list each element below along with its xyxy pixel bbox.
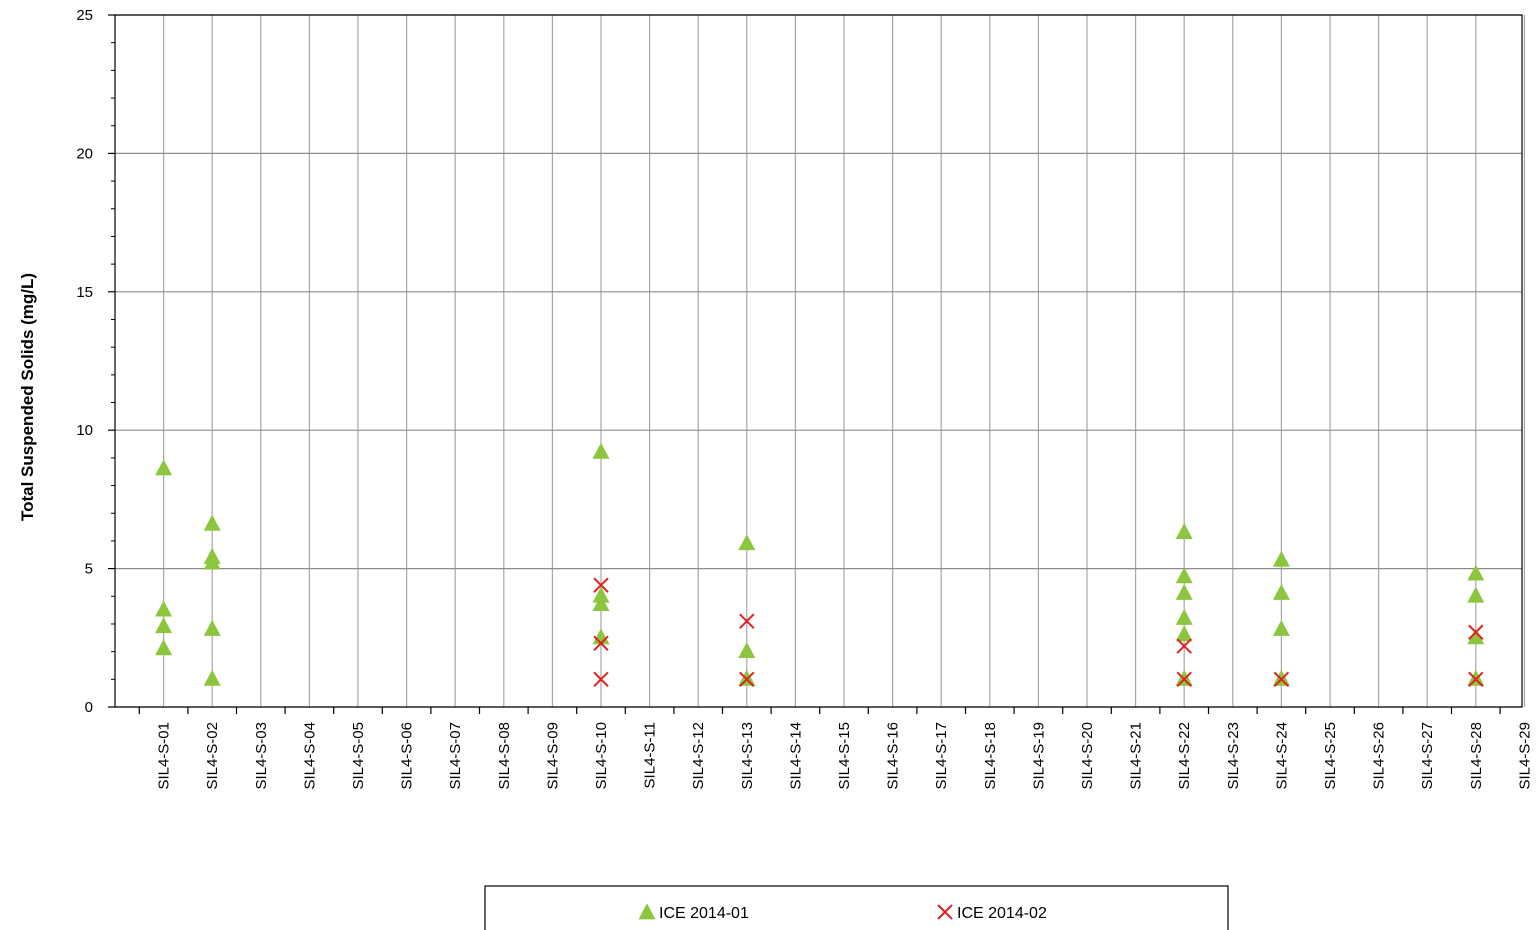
data-point-triangle — [1467, 564, 1485, 581]
data-point-triangle — [1175, 567, 1193, 584]
data-point-triangle — [1272, 669, 1290, 686]
x-tick-label: SIL4-S-11 — [642, 722, 659, 788]
x-tick-label: SIL4-S-06 — [399, 722, 416, 790]
data-point-triangle — [203, 553, 221, 570]
data-point-x — [1468, 624, 1484, 640]
series-ice-2014-01 — [155, 442, 1485, 686]
x-tick-label: SIL4-S-16 — [885, 722, 902, 790]
x-tick-label: SIL4-S-02 — [204, 722, 221, 790]
x-tick-label: SIL4-S-08 — [496, 722, 513, 790]
legend-box — [484, 885, 1229, 930]
data-point-x — [593, 577, 609, 593]
data-point-triangle — [592, 442, 610, 459]
y-axis-title: Total Suspended Solids (mg/L) — [18, 273, 37, 521]
x-tick-label: SIL4-S-26 — [1371, 722, 1388, 790]
x-tick-label: SIL4-S-05 — [350, 722, 367, 790]
x-tick-label: SIL4-S-24 — [1273, 722, 1290, 790]
data-point-x — [1176, 671, 1192, 688]
data-point-triangle — [738, 534, 756, 551]
data-point-x — [1176, 638, 1192, 654]
data-point-triangle — [1175, 608, 1193, 625]
data-point-triangle — [203, 669, 221, 686]
y-tick-label: 10 — [76, 422, 93, 439]
x-axis: SIL4-S-01 SIL4-S-02 SIL4-S-03 SIL4-S-04 SIL4… — [138, 707, 1533, 790]
data-point-triangle — [1175, 523, 1193, 540]
data-point-triangle — [203, 619, 221, 636]
legend-marker-triangle — [638, 903, 656, 920]
data-point-triangle — [1272, 619, 1290, 636]
data-point-triangle — [738, 669, 756, 686]
plot-border — [114, 14, 1523, 708]
data-point-triangle — [1467, 628, 1485, 645]
chart-legend: ICE 2014-01 ICE 2014-02 — [484, 885, 1229, 930]
data-point-triangle — [155, 617, 173, 634]
x-tick-label: SIL4-S-23 — [1225, 722, 1242, 790]
data-point-triangle — [155, 600, 173, 617]
data-point-x — [739, 613, 755, 629]
x-tick-label: SIL4-S-13 — [739, 722, 756, 790]
data-point-x — [593, 635, 609, 652]
x-tick-label: SIL4-S-01 — [156, 722, 173, 790]
x-tick-label: SIL4-S-09 — [544, 722, 561, 790]
x-tick-label: SIL4-S-15 — [836, 722, 853, 790]
data-point-triangle — [1467, 669, 1485, 686]
x-tick-label: SIL4-S-22 — [1176, 722, 1193, 790]
data-point-x — [1273, 671, 1290, 688]
data-point-x — [1468, 671, 1484, 688]
x-tick-label: SIL4-S-20 — [1079, 722, 1096, 790]
data-point-triangle — [1272, 550, 1290, 567]
legend-label: ICE 2014-01 — [659, 905, 749, 922]
data-point-triangle — [592, 586, 610, 603]
x-tick-label: SIL4-S-25 — [1322, 722, 1339, 790]
x-tick-label: SIL4-S-21 — [1128, 722, 1145, 790]
data-point-triangle — [1272, 583, 1290, 600]
data-point-triangle — [592, 594, 610, 611]
x-tick-label: SIL4-S-04 — [301, 722, 318, 790]
y-axis: 0 5 10 15 20 25 — [76, 7, 115, 716]
data-point-triangle — [1175, 583, 1193, 600]
y-tick-label: 0 — [85, 699, 93, 716]
x-tick-label: SIL4-S-07 — [447, 722, 464, 790]
plot-area-frame — [114, 14, 1523, 708]
x-tick-label: SIL4-S-29 — [1516, 722, 1533, 790]
x-tick-label: SIL4-S-03 — [253, 722, 270, 790]
x-tick-label: SIL4-S-19 — [1030, 722, 1047, 790]
x-tick-label: SIL4-S-18 — [982, 722, 999, 790]
x-tick-label: SIL4-S-17 — [933, 722, 950, 790]
x-tick-label: SIL4-S-28 — [1468, 722, 1485, 790]
legend-label: ICE 2014-02 — [957, 905, 1047, 922]
data-series — [155, 442, 1485, 688]
data-point-triangle — [155, 639, 173, 656]
gridlines — [115, 14, 1526, 708]
legend-item: ICE 2014-02 — [937, 904, 1047, 922]
data-point-x — [739, 671, 755, 688]
data-point-triangle — [738, 642, 756, 659]
y-tick-label: 15 — [76, 284, 93, 301]
y-tick-label: 25 — [76, 7, 93, 24]
legend-item: ICE 2014-01 — [638, 903, 749, 922]
x-tick-label: SIL4-S-14 — [787, 722, 804, 790]
legend-marker-x — [937, 904, 953, 920]
data-point-triangle — [155, 459, 173, 476]
data-point-triangle — [203, 514, 221, 531]
x-tick-label: SIL4-S-27 — [1419, 722, 1436, 790]
data-point-triangle — [1175, 625, 1193, 642]
x-tick-label: SIL4-S-12 — [690, 722, 707, 790]
data-point-triangle — [1175, 669, 1193, 686]
x-tick-label: SIL4-S-10 — [593, 722, 610, 790]
series-ice-2014-02 — [593, 577, 1484, 688]
data-point-triangle — [1467, 586, 1485, 603]
y-tick-label: 20 — [76, 145, 93, 162]
y-tick-label: 5 — [85, 561, 93, 578]
data-point-x — [593, 671, 609, 688]
